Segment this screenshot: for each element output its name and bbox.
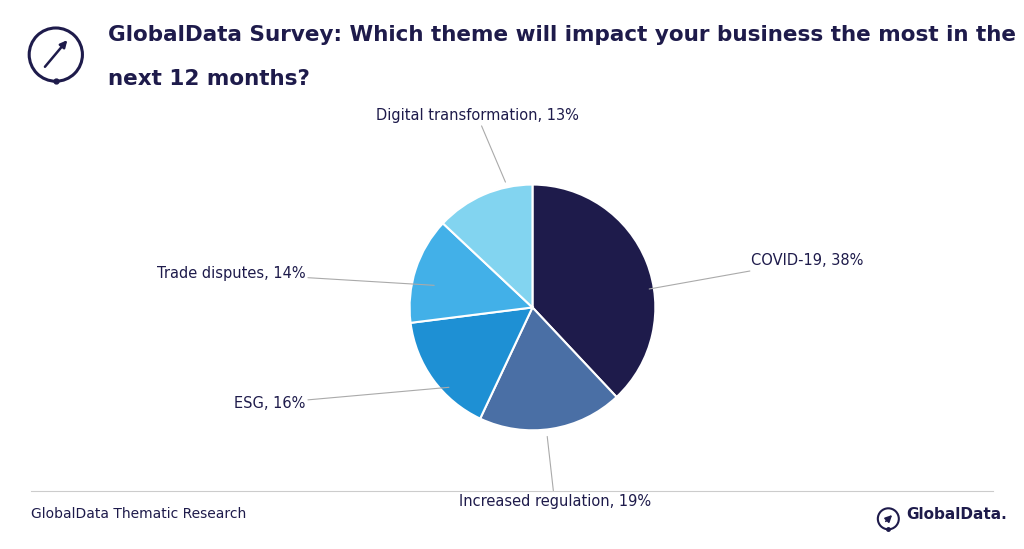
Text: GlobalData.: GlobalData. <box>906 507 1007 522</box>
Text: next 12 months?: next 12 months? <box>108 69 309 88</box>
Text: Digital transformation, 13%: Digital transformation, 13% <box>376 108 579 182</box>
Text: COVID-19, 38%: COVID-19, 38% <box>649 253 863 289</box>
Text: ESG, 16%: ESG, 16% <box>233 387 449 411</box>
Wedge shape <box>410 223 532 323</box>
Wedge shape <box>411 307 532 419</box>
Text: Trade disputes, 14%: Trade disputes, 14% <box>157 266 434 285</box>
Text: GlobalData Thematic Research: GlobalData Thematic Research <box>31 507 246 522</box>
Wedge shape <box>532 184 655 397</box>
Text: GlobalData Survey: Which theme will impact your business the most in the: GlobalData Survey: Which theme will impa… <box>108 25 1016 44</box>
Text: Increased regulation, 19%: Increased regulation, 19% <box>459 436 650 509</box>
Wedge shape <box>443 184 532 307</box>
Wedge shape <box>480 307 616 430</box>
